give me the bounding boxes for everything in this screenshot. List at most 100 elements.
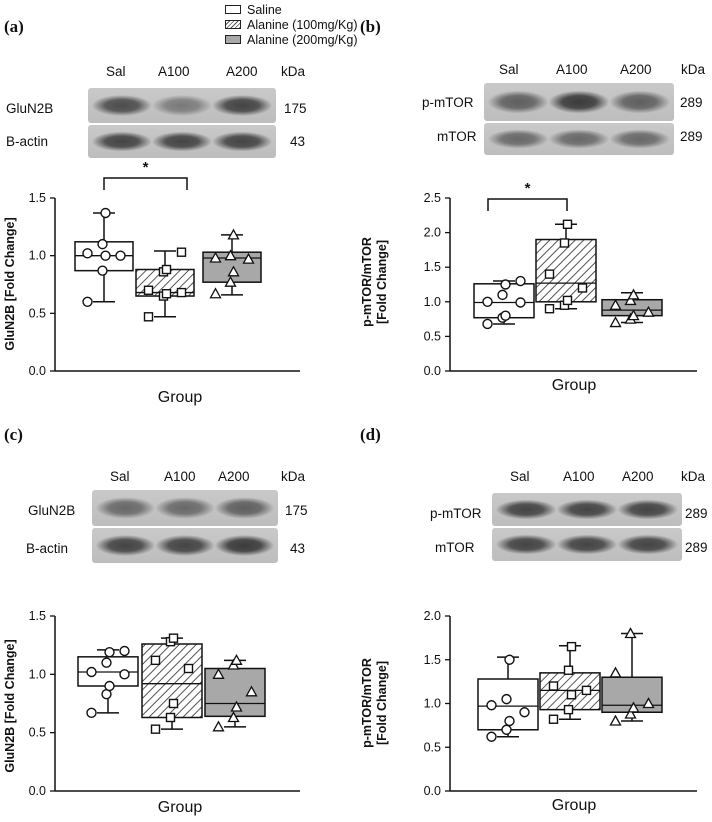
data-point-square — [566, 641, 577, 652]
data-point-circle — [501, 724, 512, 735]
box-gray — [601, 288, 663, 328]
box-body — [202, 251, 262, 283]
data-point-square — [161, 289, 172, 299]
data-point-triangle — [227, 228, 240, 240]
legend: Saline Alanine (100mg/Kg) Alanine (200mg… — [225, 2, 357, 47]
y-tick-label: 0.5 — [29, 306, 46, 320]
kda-unit: kDa — [281, 64, 306, 79]
lane-label: Sal — [106, 64, 126, 79]
data-point-circle — [482, 296, 493, 307]
data-point-square — [165, 712, 176, 723]
y-tick-label: 1.5 — [424, 653, 441, 667]
legend-item-alanine-200: Alanine (200mg/Kg) — [225, 32, 357, 47]
y-tick-label: 0.5 — [424, 740, 441, 754]
data-point-triangle — [609, 298, 622, 310]
box-hatch — [135, 247, 195, 322]
data-point-triangle — [642, 697, 655, 709]
data-point-square — [563, 704, 574, 715]
blot-row-label: p-mTOR — [422, 95, 474, 110]
data-point-square — [168, 633, 179, 643]
legend-label: Saline — [247, 2, 282, 17]
legend-swatch-white — [225, 5, 241, 14]
significance-star: * — [525, 180, 531, 197]
lane-label: A200 — [218, 469, 250, 484]
panel-letter-b: (b) — [360, 17, 381, 36]
significance-bracket — [103, 177, 188, 190]
data-point-square — [176, 287, 187, 298]
data-point-circle — [115, 250, 126, 261]
data-point-triangle — [242, 252, 255, 264]
y-tick-label: 1.0 — [424, 697, 441, 711]
blot-row-label: mTOR — [435, 540, 475, 555]
data-point-triangle — [230, 653, 243, 665]
data-point-circle — [97, 265, 108, 276]
y-tick-label: 2.0 — [424, 226, 441, 240]
data-point-square — [143, 312, 154, 322]
y-tick-label: 1.5 — [29, 191, 46, 205]
data-point-circle — [82, 296, 93, 307]
data-point-triangle — [609, 666, 622, 678]
box-gray — [202, 228, 262, 299]
data-point-square — [563, 665, 574, 675]
data-point-triangle — [627, 309, 640, 321]
data-point-circle — [519, 707, 530, 718]
data-point-triangle — [224, 249, 237, 261]
kda-value: 175 — [285, 503, 308, 518]
data-point-circle — [101, 657, 112, 668]
data-point-triangle — [209, 251, 222, 263]
kda-value: 175 — [284, 101, 307, 116]
kda-value: 289 — [685, 506, 708, 521]
kda-unit: kDa — [681, 469, 706, 484]
legend-item-alanine-100: Alanine (100mg/Kg) — [225, 17, 357, 32]
data-point-triangle — [609, 714, 622, 726]
data-point-circle — [497, 289, 508, 301]
lane-label: A200 — [226, 64, 258, 79]
y-axis-label: GluN2B [Fold Change] — [3, 639, 17, 772]
box-plot-d: 0.0 0.5 1.0 1.5 2.0 p-mTOR/mTOR[Fold Change] G… — [360, 609, 697, 814]
lane-label: Sal — [510, 469, 530, 484]
data-point-circle — [500, 279, 511, 290]
data-point-square — [548, 681, 559, 691]
kda-value: 289 — [680, 129, 703, 144]
data-point-square — [161, 264, 172, 275]
box-gray — [204, 653, 266, 732]
lane-label: A200 — [620, 62, 652, 77]
kda-unit: kDa — [681, 62, 706, 77]
blot-strip — [484, 83, 674, 121]
data-point-circle — [100, 207, 111, 219]
data-point-square — [150, 724, 161, 734]
significance-bracket — [487, 198, 568, 211]
lane-label: A200 — [622, 469, 654, 484]
data-point-circle — [100, 250, 111, 261]
y-tick-label: 0.0 — [29, 364, 46, 378]
blot-strip — [484, 123, 674, 155]
data-point-triangle — [227, 711, 240, 723]
box-plot-a: 0.0 0.5 1.0 1.5 GluN2B [Fold Change] Group * — [3, 159, 300, 406]
legend-swatch-hatch — [225, 20, 241, 29]
legend-swatch-gray — [225, 35, 241, 44]
y-tick-label: 1.0 — [424, 295, 441, 309]
y-tick-label: 1.5 — [424, 260, 441, 274]
box-white — [477, 654, 539, 742]
lane-label: Sal — [110, 469, 130, 484]
box-hatch — [535, 219, 597, 314]
data-point-square — [544, 304, 555, 314]
data-point-triangle — [227, 265, 240, 277]
data-point-triangle — [609, 316, 622, 328]
data-point-square — [581, 685, 592, 696]
box-plot-c: 0.0 0.5 1.0 1.5 GluN2B [Fold Change] Group — [3, 609, 300, 816]
box-plot-b: 0.0 0.5 1.0 1.5 2.0 2.5 p-mTOR/mTOR[Fold Chang… — [360, 180, 697, 394]
data-point-square — [577, 283, 588, 293]
data-point-circle — [500, 310, 511, 321]
blot-row-label: GluN2B — [6, 101, 54, 116]
data-point-triangle — [212, 667, 225, 679]
data-point-square — [168, 698, 179, 709]
data-point-circle — [86, 707, 97, 719]
x-axis-label: Group — [158, 389, 203, 406]
lane-label: A100 — [164, 469, 196, 484]
kda-value: 289 — [680, 95, 703, 110]
y-tick-label: 2.0 — [424, 609, 441, 623]
legend-label: Alanine (100mg/Kg) — [247, 17, 358, 32]
blot-strip — [92, 528, 278, 563]
